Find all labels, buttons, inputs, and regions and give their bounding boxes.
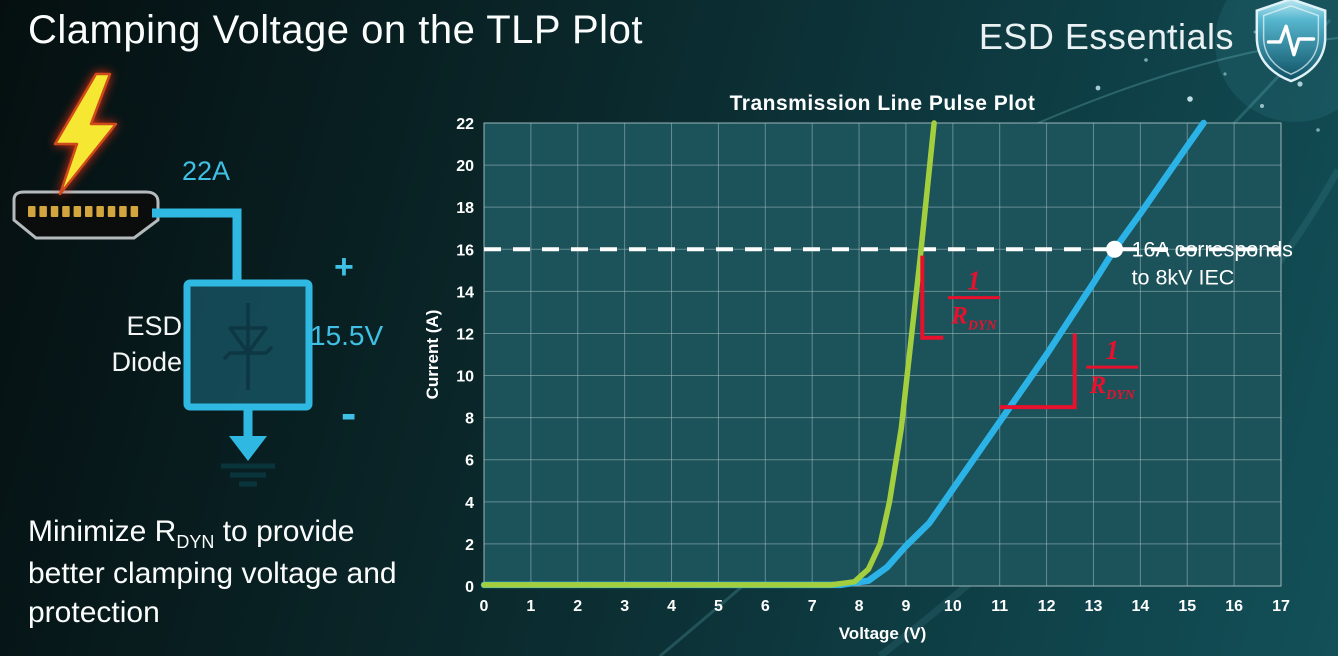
pulse-line-icon <box>1266 24 1316 57</box>
y-tick-label: 10 <box>456 369 474 386</box>
x-tick-label: 17 <box>1272 598 1290 615</box>
clamp-voltage-label: 15.5V <box>310 320 384 351</box>
plot-border <box>483 122 1282 587</box>
plus-terminal-label: + <box>334 248 354 286</box>
marker-label-line-1: 16A corresponds <box>1132 237 1293 261</box>
x-tick-label: 7 <box>808 598 817 615</box>
surge-current-label: 22A <box>182 156 231 186</box>
y-tick-label: 12 <box>456 326 474 343</box>
sparkle-dots <box>1095 30 1320 132</box>
y-tick-label: 22 <box>456 116 474 133</box>
x-tick-label: 13 <box>1085 598 1103 615</box>
y-tick-label: 8 <box>465 411 474 428</box>
x-tick-label: 15 <box>1178 598 1196 615</box>
caption: Minimize RDYN to provide better clamping… <box>28 512 400 632</box>
rdyn-slope-blue-denominator: RDYN <box>1088 372 1135 403</box>
x-tick-label: 8 <box>855 598 864 615</box>
y-tick-label: 0 <box>465 579 474 596</box>
caption-subscript: DYN <box>176 532 215 552</box>
brand-title: ESD Essentials <box>978 16 1234 57</box>
y-tick-label: 16 <box>456 242 474 259</box>
y-tick-label: 2 <box>465 537 474 554</box>
x-tick-label: 10 <box>944 598 962 615</box>
x-axis-label: Voltage (V) <box>839 624 927 643</box>
esd-diode-label: ESD Diode <box>111 311 182 378</box>
slide-title: Clamping Voltage on the TLP Plot <box>28 8 643 52</box>
x-tick-label: 4 <box>667 598 676 615</box>
ground-symbol-icon <box>221 463 275 487</box>
x-tick-label: 1 <box>526 598 535 615</box>
caption-part2: to provide better clamping voltage and p… <box>28 515 397 630</box>
y-tick-label: 18 <box>456 200 474 217</box>
rdyn-slope-blue-numerator: 1 <box>1105 335 1119 365</box>
caption-part1: Minimize R <box>28 515 177 548</box>
hdmi-pins <box>28 206 139 217</box>
y-tick-label: 14 <box>456 284 474 301</box>
x-tick-label: 14 <box>1131 598 1149 615</box>
x-tick-label: 2 <box>573 598 582 615</box>
zener-diode-symbol <box>222 303 274 390</box>
green-curve <box>481 120 937 588</box>
x-tick-label: 16 <box>1225 598 1243 615</box>
minus-terminal-label: - <box>341 387 357 439</box>
rdyn-slope-green-bracket <box>920 255 944 340</box>
esd-shield-logo-icon <box>1255 0 1327 83</box>
rdyn-slope-blue-bracket <box>999 333 1077 410</box>
wire <box>152 208 242 285</box>
x-tick-label: 6 <box>761 598 770 615</box>
hdmi-connector-icon <box>12 190 160 240</box>
tlp-chart: Transmission Line Pulse Plot Voltage (V) C… <box>420 86 1338 656</box>
rdyn-slope-green-numerator: 1 <box>967 266 981 296</box>
chart-title: Transmission Line Pulse Plot <box>730 92 1036 115</box>
x-tick-label: 3 <box>620 598 629 615</box>
y-axis-label: Current (A) <box>423 310 442 400</box>
marker-label-line-2: to 8kV IEC <box>1132 265 1235 289</box>
y-tick-label: 4 <box>465 495 474 512</box>
x-tick-label: 12 <box>1038 598 1056 615</box>
rdyn-slope-green-denominator: RDYN <box>950 303 997 334</box>
blue-curve <box>480 119 1207 589</box>
tlp-chart-svg: Transmission Line Pulse Plot Voltage (V) C… <box>423 92 1293 643</box>
lightning-bolt-icon <box>53 72 118 196</box>
marker-dot-16A <box>1106 240 1124 258</box>
x-tick-label: 9 <box>901 598 910 615</box>
x-tick-label: 5 <box>714 598 723 615</box>
y-tick-label: 20 <box>456 158 474 175</box>
esd-circuit-diagram <box>12 72 313 487</box>
x-tick-label: 11 <box>991 598 1008 615</box>
y-tick-label: 6 <box>465 453 474 470</box>
x-tick-label: 0 <box>480 598 489 615</box>
plot-area <box>484 123 1281 586</box>
arrow-down-icon <box>229 436 267 461</box>
